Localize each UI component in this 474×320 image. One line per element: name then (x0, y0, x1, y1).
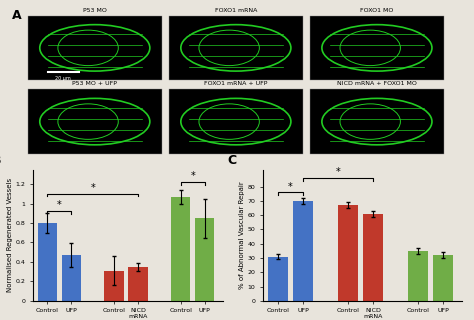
Y-axis label: % of Abnormal Vascular Repair: % of Abnormal Vascular Repair (239, 181, 245, 289)
Text: FOXO1 mRNA + UFP: FOXO1 mRNA + UFP (204, 81, 267, 86)
FancyBboxPatch shape (169, 16, 303, 80)
Text: *: * (90, 183, 95, 193)
Bar (338, 205, 358, 301)
Text: 20 μm: 20 μm (55, 76, 71, 81)
Bar (128, 267, 147, 301)
Y-axis label: Normalised Regenerated Vessels: Normalised Regenerated Vessels (7, 178, 13, 292)
Bar (195, 218, 214, 301)
Text: C: C (227, 154, 237, 167)
Text: P53 MO + UFP: P53 MO + UFP (73, 81, 117, 86)
Text: *: * (191, 171, 195, 181)
Bar (408, 251, 428, 301)
FancyBboxPatch shape (310, 89, 444, 154)
Bar (433, 255, 453, 301)
Bar (62, 255, 81, 301)
FancyBboxPatch shape (169, 89, 303, 154)
Bar (38, 223, 57, 301)
Bar (104, 271, 124, 301)
Text: P53 MO: P53 MO (83, 8, 107, 12)
Bar (171, 197, 191, 301)
Text: *: * (288, 182, 293, 192)
Text: B: B (0, 154, 1, 167)
Text: FOXO1 mRNA: FOXO1 mRNA (215, 8, 257, 12)
Bar (268, 257, 288, 301)
Bar (293, 201, 313, 301)
Text: FOXO1 MO: FOXO1 MO (360, 8, 393, 12)
FancyBboxPatch shape (310, 16, 444, 80)
FancyBboxPatch shape (27, 89, 162, 154)
FancyBboxPatch shape (27, 16, 162, 80)
Text: *: * (57, 200, 62, 211)
Text: A: A (12, 10, 21, 22)
Bar (363, 214, 383, 301)
Text: NICD mRNA + FOXO1 MO: NICD mRNA + FOXO1 MO (337, 81, 417, 86)
Text: *: * (336, 167, 340, 178)
